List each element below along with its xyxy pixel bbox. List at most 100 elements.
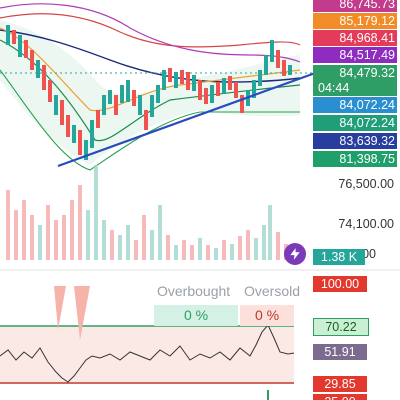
volume-bar xyxy=(102,220,106,260)
volume-bar xyxy=(134,240,138,260)
rsi-level-30: 29.85 xyxy=(313,376,367,392)
lightning-alert-icon xyxy=(290,248,300,260)
volume-bar xyxy=(182,240,186,260)
price-label-1: 86,745.73 xyxy=(313,0,397,12)
price-label-4: 84,517.49 xyxy=(313,47,397,63)
candle xyxy=(66,115,70,137)
volume-bar xyxy=(150,230,154,260)
candle xyxy=(96,110,100,128)
candle xyxy=(210,85,214,103)
volume-bar xyxy=(30,215,34,260)
candle xyxy=(150,95,154,117)
volume-bar xyxy=(6,190,10,260)
price-label-5: 84,479.32 xyxy=(313,65,397,81)
volume-bar xyxy=(198,238,202,260)
candle xyxy=(282,60,286,76)
candle xyxy=(180,70,184,84)
price-label-9: 81,398.75 xyxy=(313,151,397,167)
rsi-level-70: 70.22 xyxy=(313,318,369,336)
overbought-title: Overbought xyxy=(157,283,231,299)
rsi-overbought-spike-1 xyxy=(54,286,66,330)
volume-bar xyxy=(126,225,130,260)
candle xyxy=(30,50,34,70)
candle xyxy=(252,80,256,98)
candle xyxy=(270,40,274,62)
oversold-value: 0 % xyxy=(240,305,294,326)
candle xyxy=(126,80,130,102)
candle xyxy=(228,76,232,90)
candle xyxy=(258,70,262,86)
rsi-partial-bottom: 25.00 xyxy=(313,394,367,400)
volume-bar xyxy=(206,245,210,260)
price-label-7: 84,072.24 xyxy=(313,115,397,131)
ma-line-navy xyxy=(0,29,301,83)
candle xyxy=(24,40,28,58)
candle xyxy=(6,25,10,45)
candle xyxy=(36,60,40,78)
volume-bar xyxy=(46,205,50,260)
candle xyxy=(222,78,226,94)
candle xyxy=(42,65,46,90)
volume-bar xyxy=(214,248,218,260)
candle xyxy=(216,82,220,96)
rsi-level-100: 100.00 xyxy=(313,276,367,292)
volume-label: 1.38 K xyxy=(313,249,365,265)
volume-bar xyxy=(22,200,26,260)
volume-bar xyxy=(222,240,226,260)
volume-bar xyxy=(62,215,66,260)
volume-bar xyxy=(190,245,194,260)
candle xyxy=(78,130,82,155)
candle xyxy=(12,30,16,44)
candle xyxy=(264,55,268,75)
volume-bar xyxy=(110,230,114,260)
candle xyxy=(276,50,280,68)
volume-bar xyxy=(254,238,258,260)
candle xyxy=(198,80,202,100)
candle xyxy=(144,110,148,130)
rsi-overbought-spike-2 xyxy=(74,286,90,340)
price-label-8: 83,639.32 xyxy=(313,133,397,149)
rsi-band xyxy=(0,326,294,383)
volume-bar xyxy=(246,230,250,260)
volume-bar xyxy=(166,235,170,260)
volume-bar xyxy=(262,225,266,260)
candle xyxy=(84,140,88,160)
candle xyxy=(204,88,208,104)
volume-bar xyxy=(238,236,242,260)
candle xyxy=(120,85,124,103)
ma-line-red xyxy=(0,13,301,48)
candle xyxy=(138,95,142,115)
volume-bar xyxy=(174,245,178,260)
volume-bar xyxy=(276,232,280,260)
volume-bar xyxy=(54,220,58,260)
price-label-3: 84,968.41 xyxy=(313,30,397,46)
volume-bar xyxy=(142,215,146,260)
candle xyxy=(174,72,178,88)
bb-lower xyxy=(0,69,300,171)
volume-bar xyxy=(78,185,82,260)
candle xyxy=(156,85,160,103)
rsi-current-value: 51.91 xyxy=(313,344,367,360)
price-label-2: 85,179.12 xyxy=(313,13,397,29)
candle xyxy=(132,90,136,106)
candle xyxy=(192,75,196,91)
candle xyxy=(240,95,244,113)
candle xyxy=(168,68,172,82)
volume-bar xyxy=(158,205,162,260)
volume-bar xyxy=(70,200,74,260)
candle xyxy=(108,90,112,104)
candle xyxy=(234,82,238,98)
candles xyxy=(6,25,292,160)
alert-button[interactable] xyxy=(284,243,306,265)
candle xyxy=(288,65,292,75)
axis-tick-74100: 74,100.00 xyxy=(338,217,394,231)
candle xyxy=(186,72,190,90)
volume-bar xyxy=(38,225,42,260)
countdown-label: 04:44 xyxy=(313,80,397,96)
oversold-title: Oversold xyxy=(244,283,301,299)
candle xyxy=(54,95,58,115)
volume-bar xyxy=(268,205,272,260)
candle xyxy=(48,80,52,102)
candle xyxy=(72,125,76,143)
